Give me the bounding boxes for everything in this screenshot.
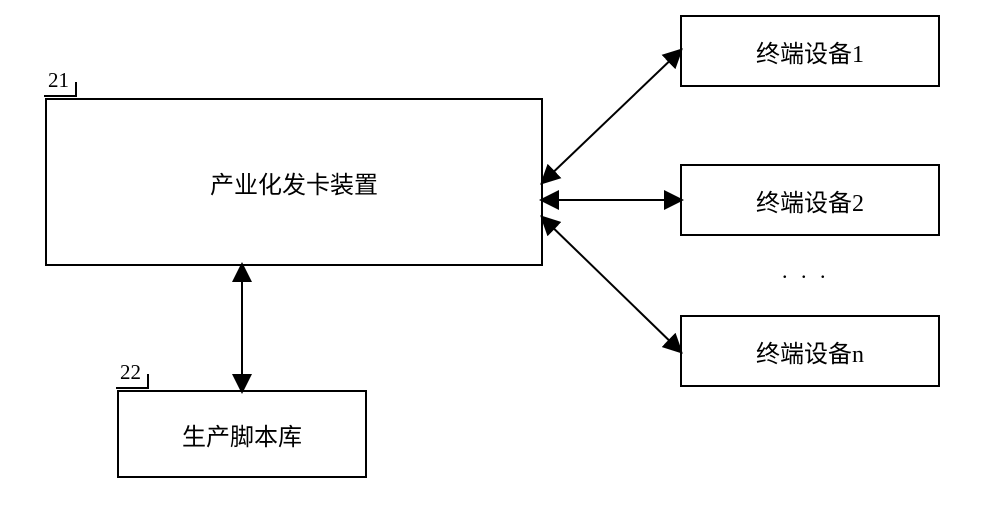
- arrow-main-to-t1: [543, 51, 680, 182]
- arrows-layer: [0, 0, 1000, 507]
- arrow-main-to-tn: [543, 218, 680, 351]
